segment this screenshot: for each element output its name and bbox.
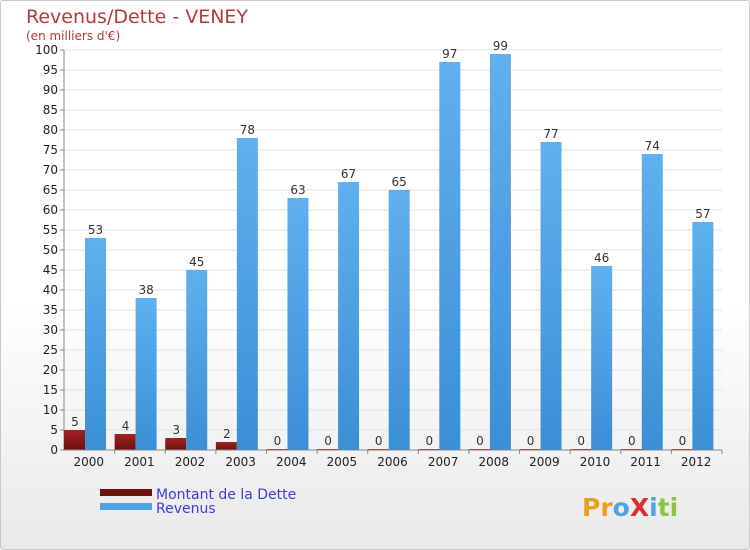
bar-revenus <box>641 154 663 450</box>
y-tick-label: 15 <box>43 383 58 397</box>
y-tick-label: 90 <box>43 83 58 97</box>
x-tick-label: 2008 <box>478 455 509 469</box>
bar-revenus <box>489 54 511 450</box>
data-label-dette: 0 <box>577 434 585 448</box>
bar-revenus <box>135 298 157 450</box>
bar-dette <box>215 442 237 450</box>
y-tick-label: 35 <box>43 303 58 317</box>
data-label-revenus: 99 <box>493 39 508 53</box>
bar-revenus <box>236 138 258 450</box>
y-tick-label: 10 <box>43 403 58 417</box>
logo-letter: i <box>670 493 679 522</box>
data-label-dette: 2 <box>223 427 231 441</box>
bar-revenus <box>388 190 410 450</box>
y-tick-label: 80 <box>43 123 58 137</box>
chart-subtitle: (en milliers d'€) <box>26 29 120 43</box>
data-label-dette: 5 <box>71 415 79 429</box>
y-tick-label: 5 <box>50 423 58 437</box>
data-label-dette: 0 <box>679 434 687 448</box>
x-tick-label: 2011 <box>630 455 661 469</box>
logo-letter: o <box>613 493 630 522</box>
y-tick-label: 25 <box>43 343 58 357</box>
data-label-revenus: 57 <box>695 207 710 221</box>
y-tick-label: 100 <box>35 43 58 57</box>
data-label-dette: 4 <box>122 419 130 433</box>
bar-revenus <box>540 142 562 450</box>
y-tick-label: 40 <box>43 283 58 297</box>
logo-letter: i <box>649 493 658 522</box>
logo-letter: P <box>582 493 600 522</box>
bars-group: 5 53 4 38 3 45 2 78 0 63 0 67 0 65 0 97 0 99 0 77 0 46 0 74 0 57 <box>64 39 714 450</box>
legend-swatch-debt <box>100 489 152 496</box>
y-tick-label: 70 <box>43 163 58 177</box>
bar-dette <box>114 434 136 450</box>
y-tick-label: 50 <box>43 243 58 257</box>
data-label-dette: 0 <box>527 434 535 448</box>
bar-revenus <box>439 62 461 450</box>
data-label-revenus: 78 <box>240 123 255 137</box>
x-tick-label: 2001 <box>124 455 155 469</box>
x-tick-label: 2000 <box>74 455 105 469</box>
y-tick-label: 45 <box>43 263 58 277</box>
logo-letter: t <box>658 493 670 522</box>
data-label-revenus: 74 <box>645 139 660 153</box>
data-label-revenus: 45 <box>189 255 204 269</box>
y-tick-label: 20 <box>43 363 58 377</box>
x-axis: 2000 2001 2002 2003 2004 2005 2006 2007 2008 2009… <box>64 449 723 469</box>
data-label-dette: 0 <box>476 434 484 448</box>
data-label-dette: 0 <box>425 434 433 448</box>
legend-label-debt: Montant de la Dette <box>156 487 296 503</box>
data-label-revenus: 63 <box>290 183 305 197</box>
x-tick-label: 2004 <box>276 455 307 469</box>
data-label-revenus: 38 <box>138 283 153 297</box>
x-tick-label: 2012 <box>681 455 712 469</box>
logo-letter: X <box>630 493 649 522</box>
data-label-dette: 0 <box>375 434 383 448</box>
x-tick-label: 2010 <box>580 455 611 469</box>
data-label-revenus: 77 <box>543 127 558 141</box>
x-tick-label: 2009 <box>529 455 560 469</box>
y-tick-label: 0 <box>50 443 58 457</box>
legend-swatch-revenus <box>100 503 152 510</box>
x-tick-label: 2007 <box>428 455 459 469</box>
bar-dette <box>64 430 85 450</box>
data-label-dette: 3 <box>172 423 180 437</box>
x-tick-label: 2006 <box>377 455 408 469</box>
data-label-dette: 0 <box>274 434 282 448</box>
data-label-revenus: 46 <box>594 251 609 265</box>
x-tick-label: 2003 <box>225 455 256 469</box>
bar-revenus <box>692 222 714 450</box>
bar-revenus <box>186 270 208 450</box>
y-tick-label: 60 <box>43 203 58 217</box>
data-label-dette: 0 <box>628 434 636 448</box>
y-tick-label: 75 <box>43 143 58 157</box>
y-tick-label: 30 <box>43 323 58 337</box>
bar-revenus <box>85 238 106 450</box>
legend: Montant de la Dette Revenus <box>100 487 296 517</box>
x-tick-label: 2005 <box>327 455 358 469</box>
y-tick-label: 65 <box>43 183 58 197</box>
y-axis: 0 5 10 15 20 25 30 35 40 45 50 55 60 65 70 75 80 85 90 95 10… <box>35 43 65 457</box>
logo-letter: r <box>600 493 613 522</box>
y-tick-label: 95 <box>43 63 58 77</box>
data-label-revenus: 67 <box>341 167 356 181</box>
y-tick-label: 55 <box>43 223 58 237</box>
data-label-dette: 0 <box>324 434 332 448</box>
y-tick-label: 85 <box>43 103 58 117</box>
bar-revenus <box>287 198 309 450</box>
bar-revenus <box>591 266 613 450</box>
x-tick-label: 2002 <box>175 455 206 469</box>
bar-dette <box>165 438 187 450</box>
data-label-revenus: 65 <box>392 175 407 189</box>
chart-title: Revenus/Dette - VENEY <box>26 6 248 28</box>
data-label-revenus: 97 <box>442 47 457 61</box>
legend-label-revenus: Revenus <box>156 501 216 517</box>
bar-revenus <box>338 182 360 450</box>
proxiti-logo: ProXiti <box>582 493 678 522</box>
data-label-revenus: 53 <box>88 223 103 237</box>
